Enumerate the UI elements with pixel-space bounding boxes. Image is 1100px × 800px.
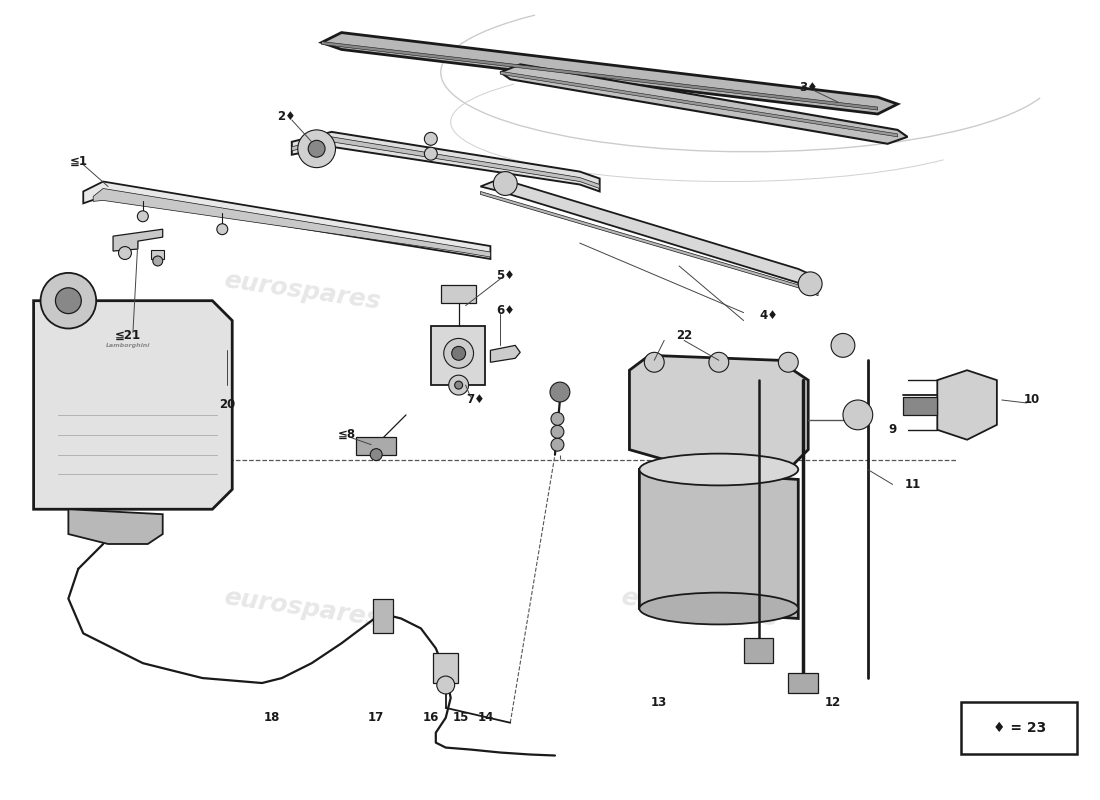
Circle shape (308, 140, 326, 157)
Circle shape (425, 132, 438, 146)
Circle shape (217, 224, 228, 234)
Text: 17: 17 (368, 711, 384, 724)
Text: 16: 16 (422, 711, 439, 724)
Bar (441, 285, 475, 302)
Bar (789, 673, 818, 693)
Text: Lamborghini: Lamborghini (106, 343, 150, 348)
Circle shape (443, 338, 473, 368)
Circle shape (843, 400, 872, 430)
Text: 11: 11 (904, 478, 921, 491)
Polygon shape (491, 346, 520, 362)
Text: 2♦: 2♦ (277, 110, 296, 123)
Text: 5♦: 5♦ (496, 270, 515, 282)
Ellipse shape (639, 593, 799, 625)
Polygon shape (639, 470, 799, 618)
Bar (373, 598, 393, 634)
Text: eurospares: eurospares (222, 586, 382, 631)
Text: 12: 12 (825, 696, 842, 710)
Bar (744, 638, 773, 663)
Text: 22: 22 (675, 329, 692, 342)
Polygon shape (321, 42, 878, 110)
Circle shape (551, 413, 564, 426)
Circle shape (452, 346, 465, 360)
Polygon shape (292, 132, 600, 191)
Bar (356, 437, 396, 454)
Circle shape (41, 273, 96, 329)
Text: 15: 15 (452, 711, 469, 724)
Text: 13: 13 (651, 696, 668, 710)
Polygon shape (500, 64, 908, 144)
Text: 18: 18 (264, 711, 280, 724)
Polygon shape (321, 33, 898, 114)
Circle shape (298, 130, 336, 168)
Text: 7♦: 7♦ (466, 394, 485, 406)
Text: eurospares: eurospares (222, 268, 382, 314)
Text: ♦ = 23: ♦ = 23 (993, 721, 1046, 734)
Circle shape (550, 382, 570, 402)
Circle shape (494, 171, 517, 195)
Circle shape (153, 256, 163, 266)
Polygon shape (84, 182, 491, 259)
Text: 9: 9 (889, 423, 896, 436)
Circle shape (830, 334, 855, 358)
Circle shape (119, 246, 131, 259)
Circle shape (449, 375, 469, 395)
Circle shape (799, 272, 822, 296)
FancyBboxPatch shape (961, 702, 1077, 754)
Bar (151, 250, 164, 259)
Text: ≦21: ≦21 (114, 329, 141, 342)
Polygon shape (629, 355, 808, 470)
Circle shape (645, 352, 664, 372)
Circle shape (454, 381, 463, 389)
Polygon shape (113, 229, 163, 251)
Text: eurospares: eurospares (619, 586, 779, 631)
Text: ≦1: ≦1 (69, 155, 87, 168)
Text: 20: 20 (219, 398, 235, 411)
Ellipse shape (639, 454, 799, 486)
Polygon shape (500, 71, 898, 137)
Circle shape (551, 426, 564, 438)
Circle shape (708, 352, 728, 372)
Circle shape (551, 438, 564, 451)
Circle shape (425, 147, 438, 160)
Text: 14: 14 (477, 711, 494, 724)
Polygon shape (68, 510, 163, 544)
Polygon shape (94, 189, 491, 257)
Polygon shape (481, 191, 818, 296)
Bar (432, 654, 458, 683)
Circle shape (779, 352, 799, 372)
Circle shape (437, 676, 454, 694)
Text: ≦8: ≦8 (338, 428, 355, 442)
Bar (902, 397, 937, 415)
Polygon shape (34, 301, 232, 510)
Polygon shape (292, 137, 600, 189)
Polygon shape (481, 178, 818, 290)
Circle shape (138, 211, 148, 222)
Bar (431, 326, 485, 385)
Text: 3♦: 3♦ (799, 81, 817, 94)
Polygon shape (937, 370, 997, 440)
Circle shape (371, 449, 382, 461)
Circle shape (55, 288, 81, 314)
Text: 6♦: 6♦ (496, 304, 515, 317)
Text: 4♦: 4♦ (759, 309, 778, 322)
Text: 10: 10 (1023, 394, 1040, 406)
